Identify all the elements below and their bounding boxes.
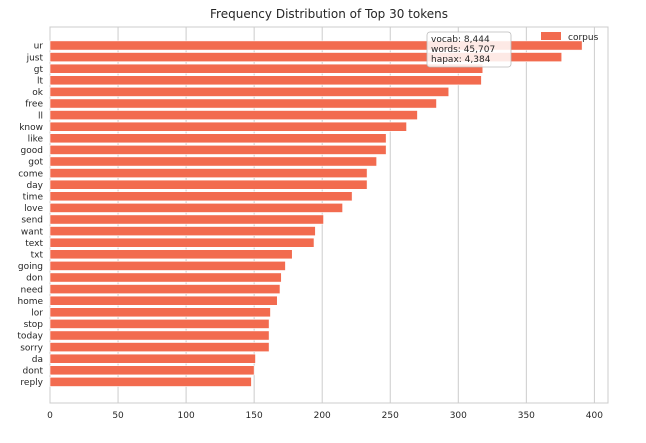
bar — [49, 272, 282, 283]
legend-label: corpus — [568, 33, 599, 43]
category-label: dont — [23, 367, 44, 377]
bar — [49, 226, 316, 236]
chart-title: Frequency Distribution of Top 30 tokens — [210, 7, 448, 21]
category-label: home — [17, 297, 43, 307]
bar — [49, 121, 407, 132]
category-label: love — [24, 204, 43, 214]
bar — [49, 342, 270, 352]
category-label: text — [25, 239, 43, 249]
category-label: need — [21, 285, 44, 295]
category-label: reply — [20, 378, 43, 388]
bar — [49, 330, 270, 341]
bar — [49, 52, 563, 62]
category-label: sorry — [20, 343, 43, 353]
bars — [49, 40, 583, 387]
category-label: don — [26, 274, 43, 284]
category-label: ur — [34, 42, 44, 52]
bar — [49, 110, 418, 120]
category-label: come — [18, 169, 43, 179]
x-tick-label: 200 — [314, 411, 331, 421]
x-tick-label: 150 — [246, 411, 263, 421]
category-label: lor — [31, 309, 43, 319]
category-label: know — [19, 123, 43, 133]
stats-box-background — [426, 31, 512, 68]
corpus-stats-box: vocab: 8,444 words: 45,707 hapax: 4,384 — [426, 31, 512, 68]
category-label: like — [28, 135, 44, 145]
category-label: want — [21, 227, 44, 237]
bar — [49, 40, 583, 51]
bar — [49, 214, 324, 225]
stats-hapax: hapax: 4,384 — [431, 55, 491, 65]
bar — [49, 63, 484, 74]
category-label: free — [25, 100, 43, 110]
x-tick-label: 350 — [518, 411, 535, 421]
x-tick-label: 400 — [586, 411, 603, 421]
x-tick-label: 100 — [178, 411, 195, 421]
bar — [49, 145, 387, 155]
bar — [49, 168, 368, 178]
bar — [49, 295, 278, 306]
category-label: ll — [38, 111, 43, 121]
bar — [49, 156, 377, 167]
bar — [49, 179, 368, 190]
bar — [49, 284, 281, 294]
category-label: time — [23, 193, 44, 203]
category-label: lt — [37, 77, 44, 87]
x-tick-label: 0 — [47, 411, 53, 421]
bar — [49, 318, 270, 329]
category-label: today — [17, 332, 43, 342]
bar — [49, 249, 293, 260]
legend-swatch — [541, 32, 561, 40]
bar — [49, 260, 286, 271]
x-tick-labels: 0 50 100 150 200 250 300 350 400 — [47, 411, 603, 421]
category-label: stop — [24, 320, 44, 330]
stats-vocab: vocab: 8,444 — [431, 35, 490, 45]
category-label: going — [18, 262, 43, 272]
bar — [49, 191, 353, 202]
bar — [49, 87, 450, 97]
bar — [49, 98, 437, 109]
bar — [49, 365, 255, 376]
category-label: just — [26, 53, 44, 63]
category-label: ok — [32, 88, 44, 98]
x-tick-label: 250 — [382, 411, 399, 421]
stats-words: words: 45,707 — [431, 45, 495, 55]
x-tick-label: 300 — [450, 411, 467, 421]
category-label: da — [32, 355, 43, 365]
x-tick-label: 50 — [112, 411, 124, 421]
bar — [49, 133, 387, 144]
legend: corpus — [541, 32, 599, 43]
category-label: day — [26, 181, 43, 191]
category-label: good — [21, 146, 43, 156]
bar — [49, 353, 256, 364]
category-label: txt — [31, 251, 44, 261]
category-label: gt — [34, 65, 44, 75]
bar — [49, 75, 482, 86]
category-label: got — [28, 158, 43, 168]
bar — [49, 203, 343, 213]
bar — [49, 376, 252, 387]
category-label: send — [21, 216, 43, 226]
bar — [49, 237, 315, 248]
bar — [49, 307, 271, 318]
